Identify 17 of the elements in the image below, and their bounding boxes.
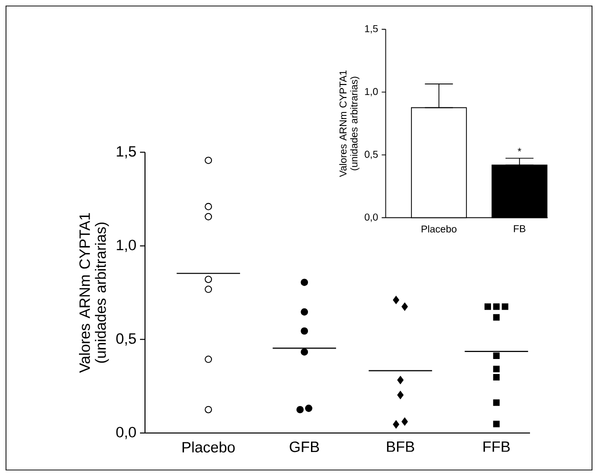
x-tick-label: BFB	[387, 442, 414, 452]
y-tick-label: 0,5	[364, 150, 378, 160]
y-tick-label: 1,0	[116, 240, 136, 252]
x-tick-label: Placebo	[422, 225, 456, 233]
x-tick-label: FB	[514, 225, 526, 232]
y-tick-label: 0,0	[116, 426, 136, 440]
y-tick-label: 1,5	[365, 25, 378, 34]
x-tick-label: GFB	[290, 442, 319, 452]
y-tick-label: 1,0	[365, 88, 378, 96]
y-tick-label: 0,0	[364, 214, 378, 222]
y-tick-label: 1,5	[116, 146, 136, 158]
y-tick-label: 0,5	[116, 333, 136, 346]
x-tick-label: FFB	[484, 442, 510, 452]
y-axis-title: Valores ARNm CYPTA1 (unidades arbitrarias)	[79, 213, 109, 373]
annotation: *	[518, 148, 522, 152]
x-tick-label: Placebo	[182, 442, 235, 452]
y-axis-title: Valores ARNm CYPTA1 (unidades arbitrarias)	[339, 70, 360, 177]
